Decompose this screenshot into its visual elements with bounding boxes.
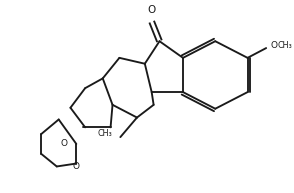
Text: CH₃: CH₃ [98,129,113,138]
Text: CH₃: CH₃ [278,41,293,50]
Text: O: O [270,41,277,50]
Text: O: O [73,162,80,171]
Text: O: O [60,140,67,148]
Text: O: O [148,5,156,15]
